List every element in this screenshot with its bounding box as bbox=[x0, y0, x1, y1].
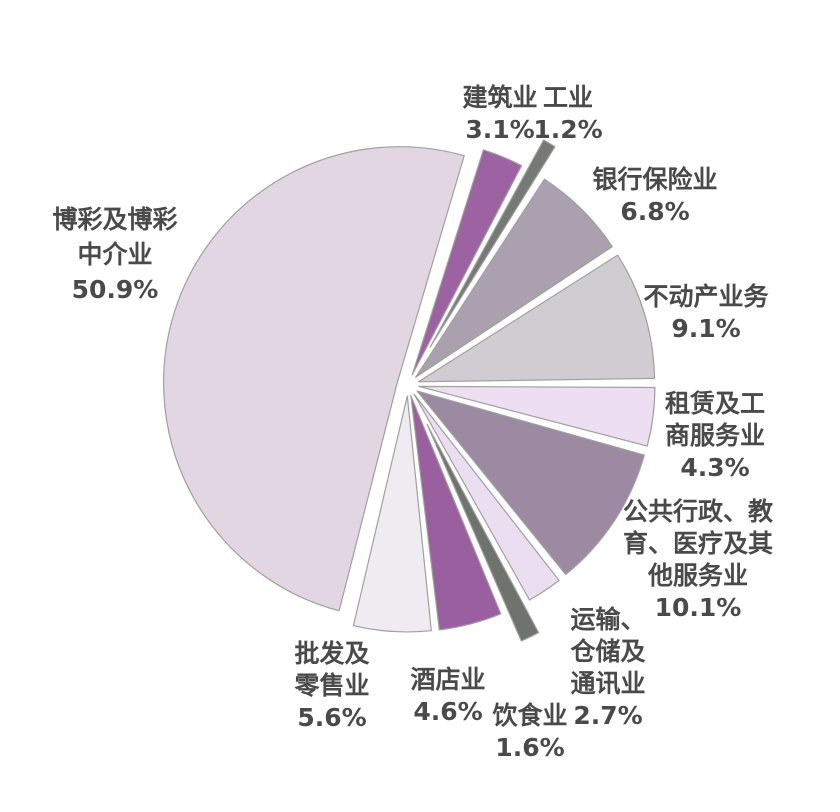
pie-slice-transport-storage-comms bbox=[413, 393, 560, 601]
slice-value: 1.2% bbox=[533, 115, 603, 144]
pie-slice-public-admin-services bbox=[416, 390, 645, 576]
pie-slice-catering bbox=[426, 424, 540, 642]
pie-slice-real-estate bbox=[417, 254, 656, 383]
slice-label-public-admin-services: 公共行政、教 育、医疗及其 他服务业 10.1% bbox=[612, 496, 784, 624]
slice-name: 银行保险业 bbox=[592, 165, 718, 194]
slice-label-gaming-intermediary: 博彩及博彩 中介业 50.9% bbox=[32, 202, 198, 307]
slice-value: 4.3% bbox=[680, 453, 750, 482]
slice-label-construction: 建筑业 3.1% bbox=[450, 82, 550, 146]
pie-slice-hotels bbox=[410, 395, 502, 631]
slice-value: 5.6% bbox=[297, 703, 367, 732]
pie-slice-banking-insurance bbox=[415, 178, 613, 378]
pie-slice-industry bbox=[429, 139, 556, 348]
pie-slice-leasing-business bbox=[418, 385, 656, 447]
slice-name: 租赁及工 商服务业 bbox=[664, 389, 765, 450]
slice-name: 公共行政、教 育、医疗及其 他服务业 bbox=[622, 497, 773, 590]
slice-label-leasing-business: 租赁及工 商服务业 4.3% bbox=[640, 388, 790, 484]
slice-name: 酒店业 bbox=[410, 665, 486, 694]
slice-label-industry: 工业 1.2% bbox=[524, 82, 612, 146]
pie-slice-gaming-intermediary bbox=[163, 146, 465, 612]
pie-slice-wholesale-retail bbox=[352, 395, 432, 633]
slice-label-transport-storage-comms: 运输、 仓储及 通讯业 2.7% bbox=[564, 604, 652, 732]
slice-value: 3.1% bbox=[465, 115, 535, 144]
pie-slice-construction bbox=[411, 149, 523, 376]
slice-value: 1.6% bbox=[495, 733, 565, 762]
slice-value: 10.1% bbox=[654, 593, 742, 622]
slice-value: 4.6% bbox=[413, 697, 483, 726]
slice-label-real-estate: 不动产业务 9.1% bbox=[627, 281, 785, 345]
slice-value: 6.8% bbox=[620, 197, 690, 226]
slice-label-banking-insurance: 银行保险业 6.8% bbox=[575, 164, 735, 228]
slice-name: 运输、 仓储及 通讯业 bbox=[570, 605, 646, 698]
slice-value: 2.7% bbox=[573, 701, 643, 730]
slice-label-wholesale-retail: 批发及 零售业 5.6% bbox=[280, 638, 384, 734]
slice-name: 建筑业 bbox=[462, 83, 538, 112]
slice-label-hotels: 酒店业 4.6% bbox=[396, 664, 500, 728]
slice-name: 工业 bbox=[542, 83, 593, 112]
slice-label-catering: 饮食业 1.6% bbox=[478, 700, 582, 764]
slice-name: 饮食业 bbox=[492, 701, 568, 730]
slice-name: 批发及 零售业 bbox=[294, 639, 370, 700]
slice-value: 9.1% bbox=[671, 314, 741, 343]
slice-name: 不动产业务 bbox=[643, 282, 769, 311]
slice-name: 博彩及博彩 中介业 bbox=[52, 205, 178, 269]
slice-value: 50.9% bbox=[71, 275, 159, 304]
